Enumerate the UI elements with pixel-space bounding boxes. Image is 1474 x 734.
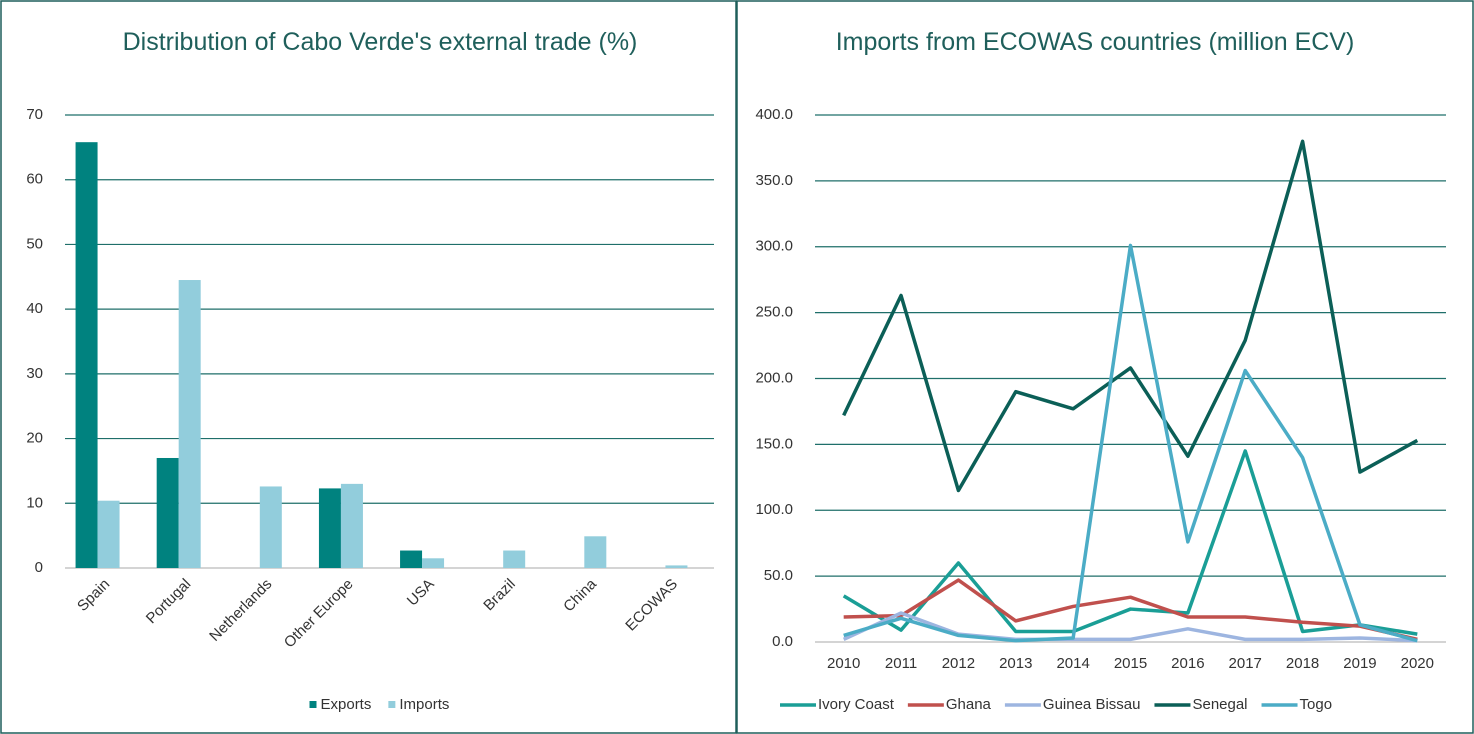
bar bbox=[400, 550, 423, 568]
legend-swatch bbox=[388, 701, 396, 708]
bar bbox=[503, 550, 526, 568]
y-tick-label: 20 bbox=[26, 430, 43, 447]
y-tick-label: 200.0 bbox=[755, 369, 793, 386]
line bbox=[843, 243, 1418, 643]
legend-label: Guinea Bissau bbox=[1043, 696, 1141, 713]
bar bbox=[665, 565, 688, 568]
x-tick-label: China bbox=[560, 575, 600, 615]
y-tick-label: 40 bbox=[26, 300, 43, 317]
x-tick-label: ECOWAS bbox=[622, 576, 681, 635]
legend-label: Ghana bbox=[946, 696, 992, 713]
y-tick-label: 350.0 bbox=[755, 172, 793, 189]
line bbox=[842, 611, 1418, 643]
y-tick-label: 100.0 bbox=[755, 501, 793, 518]
legend-label: Ivory Coast bbox=[818, 696, 895, 713]
x-tick-label: Brazil bbox=[480, 576, 519, 615]
bar bbox=[178, 280, 201, 568]
bar bbox=[318, 488, 341, 568]
x-tick-label: 2014 bbox=[1056, 655, 1089, 672]
x-tick-label: USA bbox=[404, 576, 438, 610]
x-tick-label: Spain bbox=[74, 576, 113, 615]
y-tick-label: 60 bbox=[26, 171, 43, 188]
y-tick-label: 30 bbox=[26, 365, 43, 382]
legend-swatch bbox=[309, 701, 317, 708]
y-tick-label: 400.0 bbox=[755, 106, 793, 123]
x-tick-label: 2017 bbox=[1229, 655, 1262, 672]
x-tick-label: Portugal bbox=[143, 576, 195, 628]
legend-label: Imports bbox=[399, 696, 449, 713]
x-tick-label: 2010 bbox=[827, 655, 860, 672]
x-tick-label: 2015 bbox=[1114, 655, 1147, 672]
y-tick-label: 250.0 bbox=[755, 304, 793, 321]
y-tick-label: 150.0 bbox=[755, 435, 793, 452]
x-tick-label: 2019 bbox=[1343, 655, 1376, 672]
x-tick-label: 2013 bbox=[999, 655, 1032, 672]
legend-label: Exports bbox=[321, 696, 372, 713]
x-tick-label: 2011 bbox=[885, 655, 917, 672]
line bbox=[842, 449, 1418, 636]
bar bbox=[584, 536, 607, 568]
bar bbox=[340, 483, 363, 568]
panel-border bbox=[736, 0, 1474, 734]
y-tick-label: 0 bbox=[35, 559, 43, 576]
y-tick-label: 10 bbox=[26, 494, 43, 511]
legend-label: Senegal bbox=[1192, 696, 1247, 713]
y-tick-label: 70 bbox=[26, 106, 43, 123]
bar bbox=[75, 142, 98, 568]
chart-title: Distribution of Cabo Verde's external tr… bbox=[122, 28, 638, 56]
line bbox=[842, 139, 1419, 493]
x-tick-label: 2016 bbox=[1171, 655, 1204, 672]
x-tick-label: Netherlands bbox=[206, 576, 275, 645]
x-tick-label: Other Europe bbox=[281, 576, 357, 652]
chart-title: Imports from ECOWAS countries (million E… bbox=[835, 28, 1355, 56]
panel-border bbox=[0, 0, 737, 734]
x-tick-label: 2020 bbox=[1401, 655, 1434, 672]
x-tick-label: 2018 bbox=[1286, 655, 1319, 672]
bar bbox=[422, 558, 445, 568]
y-tick-label: 50.0 bbox=[764, 567, 793, 584]
y-tick-label: 300.0 bbox=[755, 238, 793, 255]
bar bbox=[97, 500, 120, 568]
x-tick-label: 2012 bbox=[942, 655, 975, 672]
line bbox=[843, 578, 1418, 642]
legend-label: Togo bbox=[1300, 696, 1333, 713]
bar bbox=[156, 457, 179, 568]
bar bbox=[259, 486, 282, 568]
y-tick-label: 50 bbox=[26, 235, 43, 252]
y-tick-label: 0.0 bbox=[772, 633, 793, 650]
